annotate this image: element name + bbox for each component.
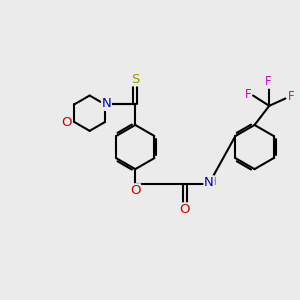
Text: S: S — [131, 73, 140, 86]
Text: O: O — [62, 116, 72, 128]
Text: N: N — [204, 176, 214, 189]
Text: F: F — [265, 75, 272, 88]
Text: O: O — [130, 184, 140, 197]
Text: F: F — [287, 91, 294, 103]
Text: H: H — [208, 177, 216, 188]
Text: O: O — [179, 203, 190, 216]
Text: N: N — [101, 97, 111, 110]
Text: F: F — [244, 88, 251, 100]
